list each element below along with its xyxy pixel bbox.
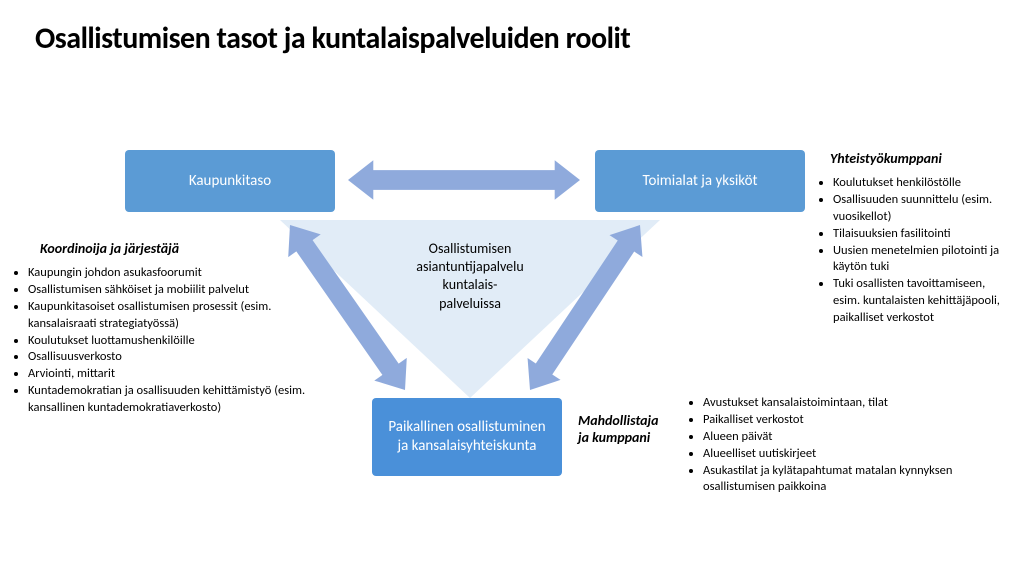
node-toimialat: Toimialat ja yksiköt bbox=[595, 150, 805, 212]
right-subheading: Yhteistyökumppani bbox=[830, 150, 942, 167]
left-bullets: Kaupungin johdon asukasfoorumitOsallistu… bbox=[10, 265, 310, 417]
bullet-item: Osallistumisen sähköiset ja mobiilit pal… bbox=[28, 282, 310, 299]
bullet-item: Asukastilat ja kylätapahtumat matalan ky… bbox=[703, 463, 995, 497]
bottom-bullets: Avustukset kansalaistoimintaan, tilatPai… bbox=[685, 395, 995, 496]
bullet-item: Osallisuuden suunnittelu (esim. vuosikel… bbox=[833, 192, 1015, 226]
bullet-item: Uusien menetelmien pilotointi ja käytön … bbox=[833, 243, 1015, 277]
bullet-item: Avustukset kansalaistoimintaan, tilat bbox=[703, 395, 995, 412]
left-subheading: Koordinoija ja järjestäjä bbox=[40, 240, 179, 257]
node-paikallinen: Paikallinen osallistuminen ja kansalaisy… bbox=[372, 398, 562, 476]
bullet-item: Tuki osallisten tavoittamiseen, esim. ku… bbox=[833, 276, 1015, 327]
bullet-item: Koulutukset luottamushenkilöille bbox=[28, 333, 310, 350]
bullet-item: Osallisuusverkosto bbox=[28, 349, 310, 366]
bullet-item: Alueelliset uutiskirjeet bbox=[703, 446, 995, 463]
bullet-item: Kuntademokratian ja osallisuuden kehittä… bbox=[28, 383, 310, 417]
bullet-item: Kaupungin johdon asukasfoorumit bbox=[28, 265, 310, 282]
right-bullets: Koulutukset henkilöstölleOsallisuuden su… bbox=[815, 175, 1015, 327]
node-kaupunkitaso: Kaupunkitaso bbox=[125, 150, 335, 212]
bullet-item: Arviointi, mittarit bbox=[28, 366, 310, 383]
center-label: Osallistumisenasiantuntijapalvelukuntala… bbox=[405, 240, 535, 313]
bullet-item: Paikalliset verkostot bbox=[703, 412, 995, 429]
bullet-item: Alueen päivät bbox=[703, 429, 995, 446]
bottom-subheading: Mahdollistajaja kumppani bbox=[578, 412, 678, 446]
bullet-item: Koulutukset henkilöstölle bbox=[833, 175, 1015, 192]
bullet-item: Kaupunkitasoiset osallistumisen prosessi… bbox=[28, 299, 310, 333]
page-title: Osallistumisen tasot ja kuntalaispalvelu… bbox=[35, 20, 630, 57]
bullet-item: Tilaisuuksien fasilitointi bbox=[833, 226, 1015, 243]
